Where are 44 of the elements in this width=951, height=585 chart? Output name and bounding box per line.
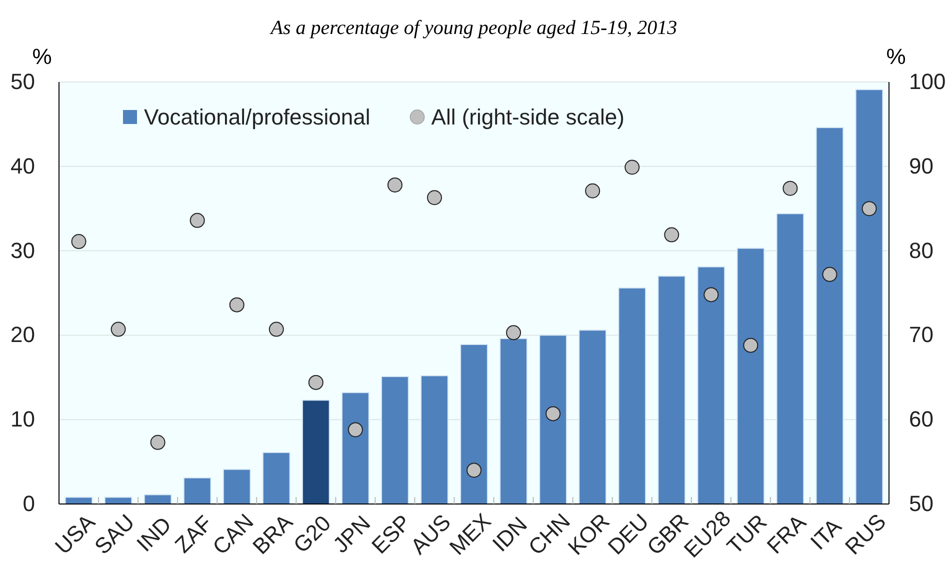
point (466, 462, 482, 478)
y2-tick-label: 90 (909, 153, 934, 178)
y-tick-label: 30 (10, 238, 35, 263)
y2-tick-label: 80 (909, 238, 934, 263)
point (348, 422, 363, 438)
point (664, 227, 680, 242)
point (150, 434, 166, 450)
point (426, 190, 442, 206)
bar (262, 452, 290, 504)
point (862, 201, 877, 216)
legend-label: Vocational/professional (144, 104, 370, 130)
y2-tick-label: 100 (909, 69, 946, 94)
y2-tick-label: 70 (909, 322, 934, 348)
bar (222, 468, 251, 504)
y-tick-label: 50 (10, 69, 35, 94)
y-tick-label: 10 (10, 406, 35, 432)
y-tick-label: 20 (10, 322, 35, 348)
point (822, 266, 838, 282)
y-tick-label: 0 (22, 491, 35, 516)
y2-tick-label: 60 (909, 406, 934, 432)
bar (183, 477, 212, 504)
point (308, 374, 324, 390)
y-tick-label: 40 (10, 153, 35, 178)
y-axis-title: % (32, 44, 52, 69)
y2-tick-label: 50 (909, 491, 934, 516)
point (506, 325, 522, 340)
point (704, 287, 719, 302)
chart-title: As a percentage of young people aged 15-19, 2013 (268, 17, 678, 39)
legend-label: All (right-side scale) (431, 104, 624, 130)
point (743, 338, 758, 353)
point (624, 160, 640, 175)
point (110, 322, 126, 337)
point (782, 180, 798, 196)
point (585, 183, 600, 198)
point (229, 297, 244, 312)
bar (64, 496, 93, 504)
point (190, 212, 205, 228)
point (387, 177, 402, 192)
point (71, 234, 86, 250)
bar (144, 494, 172, 504)
bar (104, 496, 132, 504)
y2-axis-title: % (886, 44, 906, 69)
point (268, 322, 284, 337)
point (546, 406, 561, 422)
